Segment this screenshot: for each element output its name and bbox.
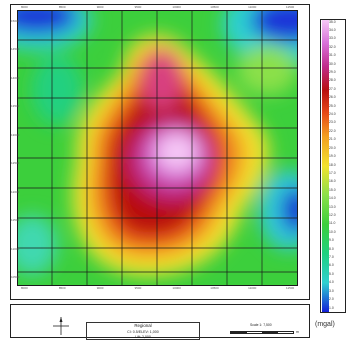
y-tick-label: 12500 [11, 161, 20, 166]
y-tick-label: 12000 [11, 189, 20, 194]
color-scale-label: 6.0 [329, 263, 334, 268]
color-scale-label: 29.0 [329, 69, 336, 74]
x-tick-label: 8000 [21, 286, 28, 290]
color-scale-label: 27.0 [329, 86, 336, 91]
x-tick-label: 8000 [21, 5, 28, 9]
color-scale-label: 22.0 [329, 128, 336, 133]
color-scale-label: 19.0 [329, 154, 336, 159]
y-tick-label: 13000 [11, 132, 20, 137]
y-tick-label: 15000 [11, 19, 20, 23]
color-scale-label: 34.0 [329, 27, 336, 32]
color-scale-label: 1.0 [329, 305, 334, 310]
color-scale-label: 15.0 [329, 187, 336, 192]
x-tick-label: 8500 [58, 5, 66, 9]
x-tick-label: 9000 [96, 5, 104, 9]
y-tick-label: 11500 [11, 218, 20, 223]
x-tick-label: 11000 [248, 286, 257, 290]
color-scale-label: 32.0 [329, 44, 336, 49]
x-tick-label: 10000 [172, 5, 181, 9]
color-scale-legend: 35.0 34.0 33.0 32.0 31.0 30.0 29.0 28.0 27.0 26.0… [320, 19, 346, 313]
color-scale-label: 16.0 [329, 179, 336, 184]
y-tick-label: 11000 [11, 246, 20, 251]
color-scale-label: 23.0 [329, 120, 336, 125]
y-tick-label: 14000 [11, 75, 20, 80]
map-subtitle-2: Lift: 2,000 [135, 335, 151, 339]
x-tick-label: 8500 [58, 286, 66, 290]
scale-bar [230, 331, 294, 334]
x-tick-label: 10000 [172, 286, 181, 290]
color-scale-label: 4.0 [329, 280, 334, 285]
title-block: Regional CI: 0.5/ELEV: 1,000 Lift: 2,000 [86, 322, 200, 340]
x-tick-label: 11500 [286, 286, 295, 290]
color-scale-label: 8.0 [329, 246, 334, 251]
x-tick-label: 9500 [134, 286, 142, 290]
color-scale-bar [322, 20, 329, 312]
x-tick-label: 11000 [248, 5, 257, 9]
y-tick-label: 14500 [11, 47, 20, 52]
x-tick-label: 9500 [134, 5, 142, 9]
color-scale-label: 35.0 [329, 19, 336, 24]
color-scale-label: 14.0 [329, 196, 336, 201]
color-scale-label: 20.0 [329, 145, 336, 150]
y-tick-label: 10500 [11, 275, 20, 279]
color-scale-label: 7.0 [329, 255, 334, 260]
color-scale-label: 21.0 [329, 137, 336, 142]
color-scale-label: 31.0 [329, 53, 336, 58]
x-tick-label: 11500 [286, 5, 295, 9]
color-scale-label: 3.0 [329, 288, 334, 293]
gravity-anomaly-map [17, 10, 298, 286]
color-scale-label: 13.0 [329, 204, 336, 209]
color-scale-label: 24.0 [329, 112, 336, 117]
color-scale-label: 12.0 [329, 212, 336, 217]
x-tick-label: 10500 [210, 286, 219, 290]
map-subtitle: CI: 0.5/ELEV: 1,000 [127, 330, 159, 334]
color-scale-label: 25.0 [329, 103, 336, 108]
color-scale-label: 30.0 [329, 61, 336, 66]
map-title: Regional [134, 323, 152, 328]
y-tick-label: 13500 [11, 104, 20, 109]
x-tick-label: 10500 [210, 5, 219, 9]
scale-label: Scale 1: 7,500 [250, 323, 272, 327]
color-scale-label: 33.0 [329, 36, 336, 41]
color-scale-label: 26.0 [329, 95, 336, 100]
color-scale-label: 5.0 [329, 271, 334, 276]
color-scale-label: 17.0 [329, 170, 336, 175]
scale-units: m [296, 330, 299, 334]
color-scale-label: 10.0 [329, 229, 336, 234]
legend-unit: (mgal) [315, 321, 335, 328]
x-tick-label: 9000 [96, 286, 104, 290]
color-scale-label: 28.0 [329, 78, 336, 83]
north-arrow-icon [53, 317, 69, 335]
color-scale-label: 2.0 [329, 297, 334, 302]
color-scale-label: 9.0 [329, 238, 334, 243]
color-scale-label: 11.0 [329, 221, 336, 226]
color-scale-label: 18.0 [329, 162, 336, 167]
